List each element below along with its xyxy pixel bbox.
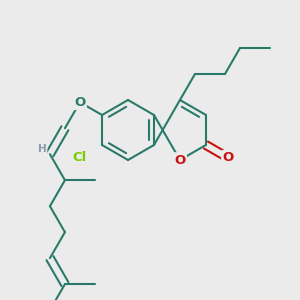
Text: Cl: Cl [73,151,87,164]
Text: O: O [222,151,234,164]
Text: H: H [38,144,46,154]
Text: O: O [174,154,186,166]
Text: O: O [74,96,86,109]
